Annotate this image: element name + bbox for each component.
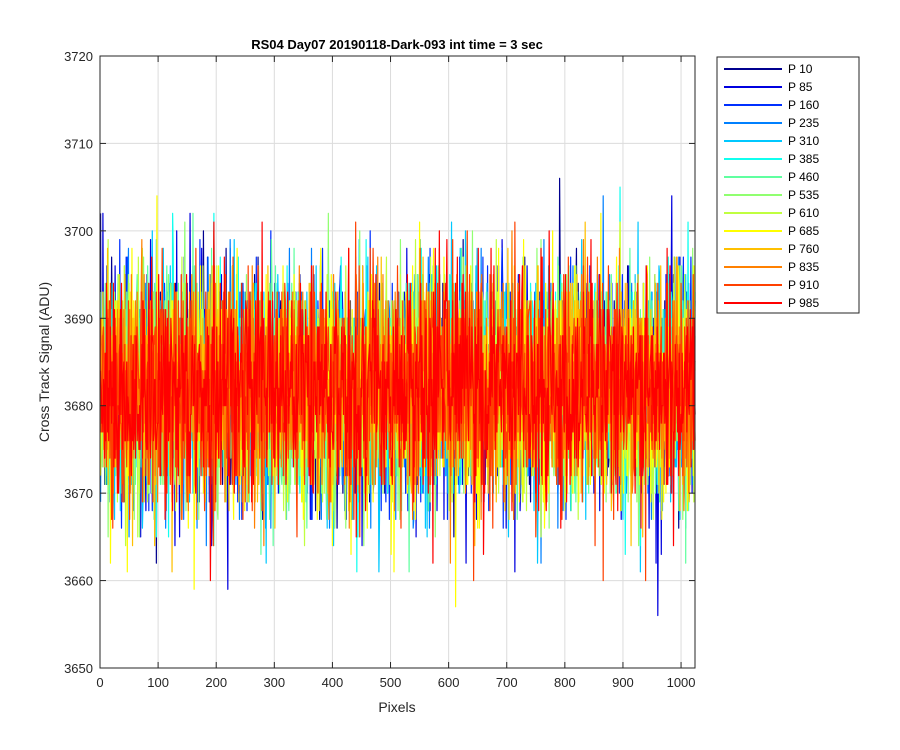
y-tick-label: 3680 <box>64 399 93 414</box>
legend-entries: P 10 P 85 P 160 P 235 P 310 P 385 P 460 P 535 P … <box>724 62 819 310</box>
legend-label: P 460 <box>788 170 819 184</box>
series-line <box>99 221 696 582</box>
x-axis-title: Pixels <box>378 699 415 715</box>
legend-label: P 10 <box>788 62 813 76</box>
x-tick-label: 300 <box>263 675 285 690</box>
plot-frame <box>99 55 696 669</box>
x-tick-label: 0 <box>96 675 103 690</box>
x-tick-label: 800 <box>554 675 576 690</box>
y-tick-label: 3710 <box>64 136 93 151</box>
x-tick-label: 400 <box>322 675 344 690</box>
legend-label: P 910 <box>788 278 819 292</box>
axis-ticks: 0 100 200 300 400 500 600 700 800 900 1000 3650 3660… <box>64 49 695 690</box>
y-tick-label: 3660 <box>64 574 93 589</box>
y-tick-label: 3720 <box>64 49 93 64</box>
y-tick-label: 3650 <box>64 661 93 676</box>
x-tick-label: 200 <box>205 675 227 690</box>
legend-label: P 235 <box>788 116 819 130</box>
legend-label: P 160 <box>788 98 819 112</box>
x-tick-label: 600 <box>438 675 460 690</box>
legend-label: P 760 <box>788 242 819 256</box>
y-tick-label: 3690 <box>64 311 93 326</box>
legend-label: P 685 <box>788 224 819 238</box>
legend-label: P 535 <box>788 188 819 202</box>
legend-label: P 310 <box>788 134 819 148</box>
x-tick-label: 1000 <box>667 675 696 690</box>
legend-label: P 610 <box>788 206 819 220</box>
chart-title: RS04 Day07 20190118-Dark-093 int time = … <box>251 37 543 52</box>
x-tick-label: 100 <box>147 675 169 690</box>
legend-label: P 985 <box>788 296 819 310</box>
y-tick-label: 3700 <box>64 224 93 239</box>
legend-box <box>716 56 860 314</box>
legend: P 10 P 85 P 160 P 235 P 310 P 385 P 460 P 535 P … <box>716 56 860 314</box>
series-lines <box>99 177 696 617</box>
y-tick-label: 3670 <box>64 486 93 501</box>
legend-label: P 85 <box>788 80 813 94</box>
x-tick-label: 500 <box>380 675 402 690</box>
legend-label: P 835 <box>788 260 819 274</box>
legend-label: P 385 <box>788 152 819 166</box>
x-tick-label: 700 <box>496 675 518 690</box>
y-axis-title: Cross Track Signal (ADU) <box>36 282 52 442</box>
series-line <box>99 221 696 582</box>
x-tick-label: 900 <box>612 675 634 690</box>
